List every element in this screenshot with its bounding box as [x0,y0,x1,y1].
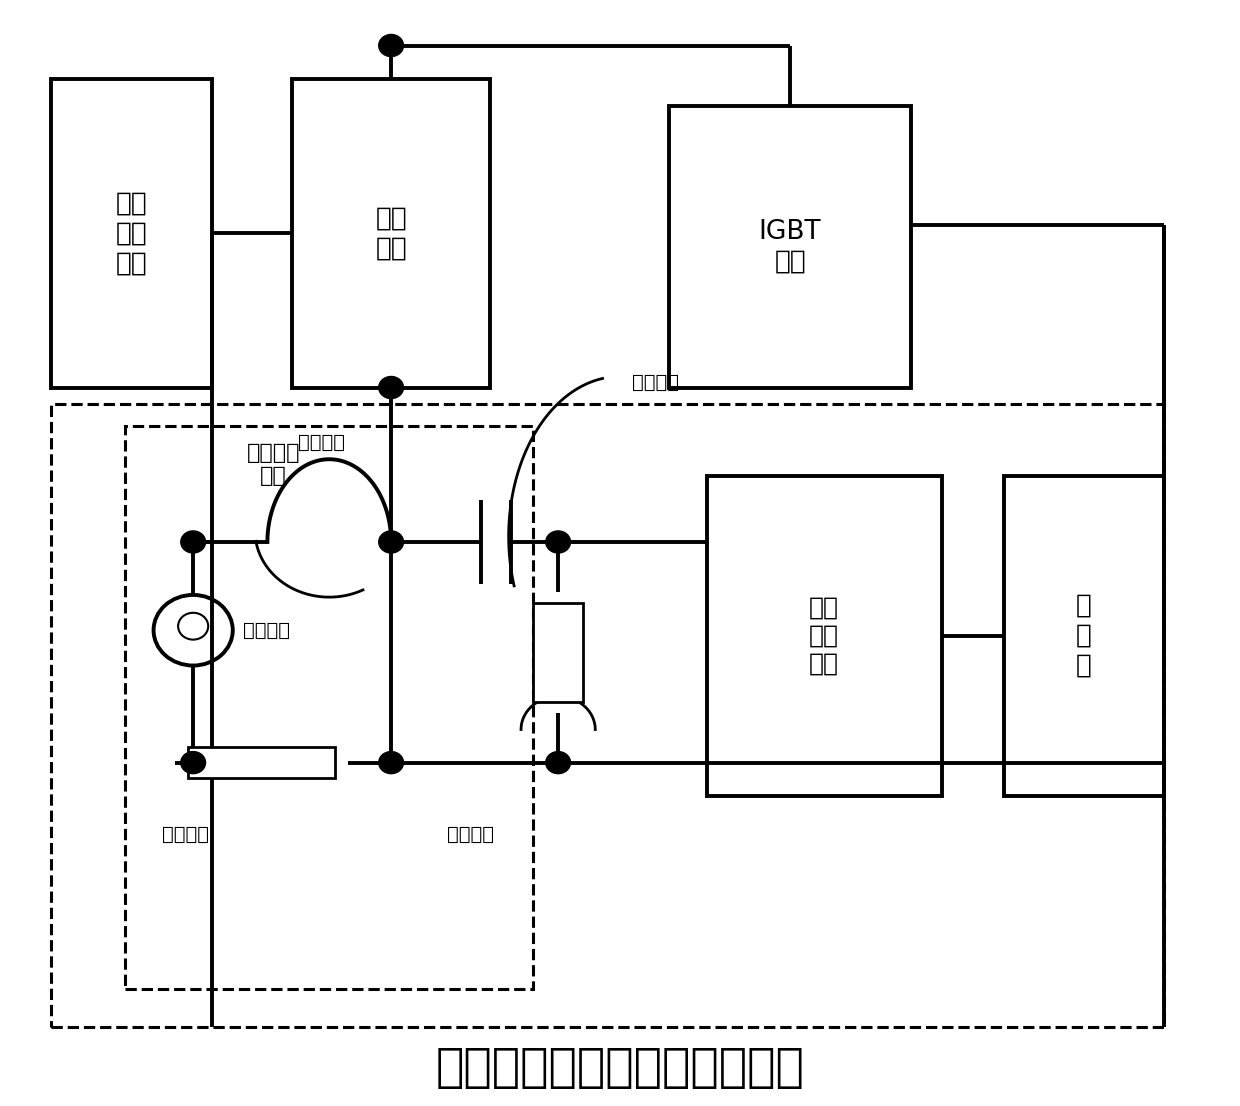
Bar [51,79,212,387]
Bar [533,603,583,702]
Circle shape [181,531,206,553]
Text: 母线
电容: 母线 电容 [376,205,407,261]
Text: 直流电源
电路: 直流电源 电路 [247,444,300,487]
Circle shape [378,531,403,553]
Bar [1003,476,1164,795]
Bar [293,79,490,387]
Text: 三相
电源
开关: 三相 电源 开关 [115,190,148,276]
Text: IGBT
模组: IGBT 模组 [759,219,821,275]
Bar [707,476,941,795]
Text: 峰值
检测
电路: 峰值 检测 电路 [810,596,839,676]
Text: 充电开关: 充电开关 [299,434,345,452]
Text: 变频器母线电容在线检测装置: 变频器母线电容在线检测装置 [435,1045,805,1091]
Circle shape [546,752,570,773]
Text: 直流电源: 直流电源 [243,620,290,639]
Bar [187,748,335,778]
Circle shape [378,34,403,56]
Circle shape [378,376,403,398]
Bar [51,404,1164,1027]
Text: 检测电容: 检测电容 [632,373,680,392]
Text: 控
制
器: 控 制 器 [1076,593,1092,679]
Bar [670,106,910,387]
Circle shape [378,752,403,773]
Text: 充电电阻: 充电电阻 [162,825,210,844]
Circle shape [546,531,570,553]
Circle shape [181,752,206,773]
Bar [125,426,533,989]
Text: 检测电阻: 检测电阻 [446,825,494,844]
